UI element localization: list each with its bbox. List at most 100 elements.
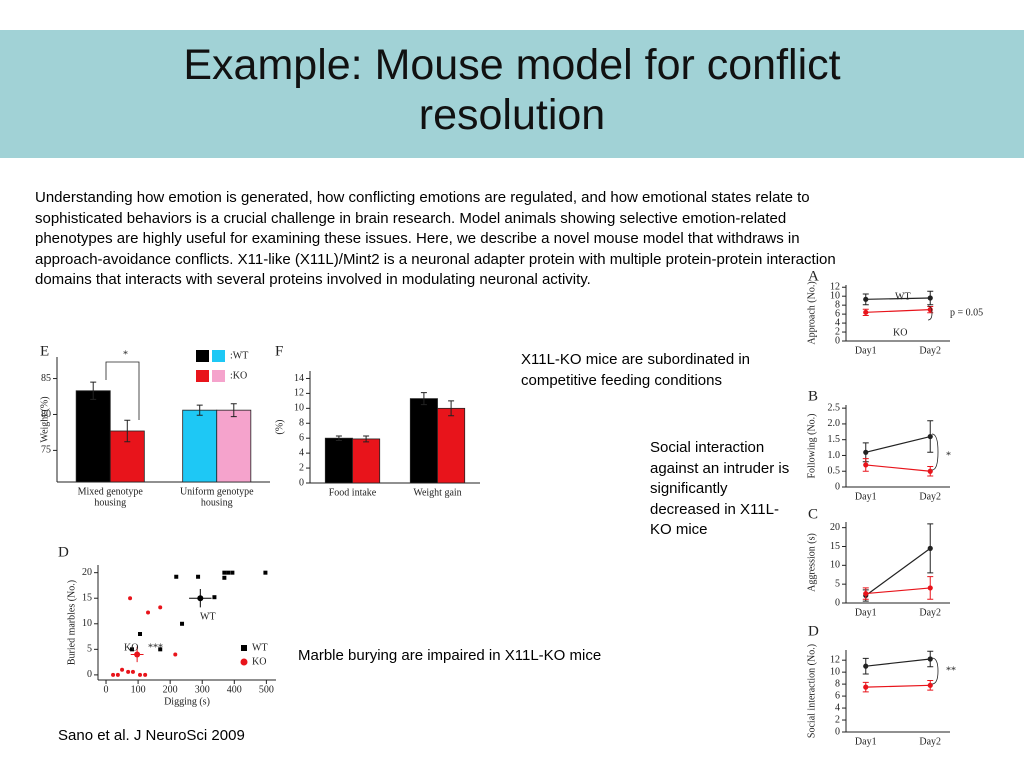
y-tick-label: 2.0 — [828, 418, 841, 429]
x-tick-label: Food intake — [329, 487, 377, 498]
y-tick-label: 10 — [82, 618, 92, 629]
panel-label: D — [808, 623, 819, 639]
y-tick-label: 0 — [835, 335, 840, 346]
x-tick-label: Day2 — [919, 491, 941, 502]
point — [130, 669, 135, 674]
panel-label: A — [808, 268, 819, 284]
line — [865, 547, 931, 596]
line — [865, 587, 931, 595]
annotation: WT — [200, 611, 216, 622]
point — [128, 596, 133, 601]
point — [120, 667, 125, 672]
legend-swatch — [196, 370, 209, 382]
y-tick-label: 5 — [87, 644, 92, 655]
y-tick-label: 0 — [835, 597, 840, 608]
caption: X11L-KO mice are subordinated in competi… — [521, 351, 751, 389]
point — [143, 672, 148, 677]
y-tick-label: 15 — [830, 541, 840, 552]
y-tick-label: 0 — [835, 726, 840, 737]
paragraph-line: sophisticated behaviors is a crucial cha… — [35, 209, 787, 227]
point — [863, 663, 869, 669]
y-tick-label: 5 — [835, 578, 840, 589]
point — [927, 656, 933, 662]
y-tick-label: 12 — [830, 654, 840, 665]
x-tick-label: 500 — [259, 684, 274, 695]
y-tick-label: 10 — [830, 290, 840, 301]
annotation: ** — [946, 665, 956, 676]
y-tick-label: 80 — [41, 409, 51, 420]
paragraph-line: Understanding how emotion is generated, … — [35, 189, 810, 206]
x-tick-label: housing — [201, 497, 233, 508]
y-tick-label: 6 — [299, 432, 304, 443]
x-tick-label: Day2 — [919, 607, 941, 618]
mean-point — [134, 651, 141, 658]
legend-label: WT — [252, 642, 268, 653]
y-tick-label: 10 — [294, 403, 304, 414]
y-axis-label: Social interaction (No.) — [806, 644, 817, 738]
x-axis-label: Digging (s) — [164, 696, 210, 707]
error-bar — [448, 400, 455, 417]
bar — [324, 437, 353, 484]
citation: Sano et al. J NeuroSci 2009 — [58, 727, 245, 744]
legend-marker — [240, 658, 248, 666]
bar — [182, 409, 218, 483]
point — [222, 570, 227, 575]
y-axis-label: Aggression (s) — [806, 533, 817, 592]
series-label: WT — [895, 291, 911, 302]
paragraph-line: approach-avoidance conflicts. X11-like (… — [35, 250, 836, 268]
line — [865, 435, 931, 453]
bracket — [927, 305, 933, 321]
bar — [437, 407, 466, 484]
y-tick-label: 0 — [835, 481, 840, 492]
x-tick-label: Mixed genotype — [78, 486, 144, 497]
error-bar — [230, 403, 237, 418]
y-tick-label: 10 — [830, 666, 840, 677]
line — [865, 309, 931, 313]
x-tick-label: Day1 — [855, 345, 877, 356]
y-tick-label: 10 — [830, 560, 840, 571]
legend-label: KO — [252, 656, 266, 667]
error-bar — [196, 404, 203, 416]
line — [865, 658, 931, 667]
y-axis-label: Approach (No.) — [806, 281, 817, 344]
y-tick-label: 8 — [835, 678, 840, 689]
legend-label: :WT — [230, 350, 248, 361]
bar — [409, 398, 438, 484]
error-bar — [335, 435, 342, 441]
x-tick-label: 0 — [104, 684, 109, 695]
y-axis-label: Weight (%) — [39, 396, 50, 442]
panel-label: C — [808, 506, 818, 522]
y-tick-label: 20 — [830, 522, 840, 533]
x-tick-label: Weight gain — [413, 487, 461, 498]
y-tick-label: 6 — [835, 690, 840, 701]
point — [126, 669, 131, 674]
bar — [216, 409, 252, 483]
annotation: p = 0.05 — [950, 307, 983, 318]
x-tick-label: Uniform genotype — [180, 486, 254, 497]
point — [863, 309, 869, 315]
paragraph: Understanding how emotion is generated, … — [35, 188, 836, 291]
point — [180, 621, 185, 626]
x-tick-label: Day2 — [919, 736, 941, 747]
point — [927, 545, 933, 551]
point — [173, 652, 178, 657]
error-bar — [363, 435, 370, 443]
point — [196, 574, 201, 579]
x-tick-label: Day1 — [855, 491, 877, 502]
bar — [352, 438, 381, 484]
point — [146, 610, 151, 615]
point — [158, 647, 163, 652]
panel-label: D — [58, 544, 69, 560]
legend-swatch — [212, 350, 225, 362]
point — [863, 296, 869, 302]
bracket — [931, 657, 939, 685]
legend-marker — [241, 645, 247, 651]
y-tick-label: 4 — [835, 317, 840, 328]
title-bar: Example: Mouse model for conflict resolu… — [0, 30, 1024, 158]
y-tick-label: 0 — [87, 669, 92, 680]
point — [863, 462, 869, 468]
y-tick-label: 14 — [294, 373, 304, 384]
point — [863, 449, 869, 455]
y-tick-label: 20 — [82, 567, 92, 578]
